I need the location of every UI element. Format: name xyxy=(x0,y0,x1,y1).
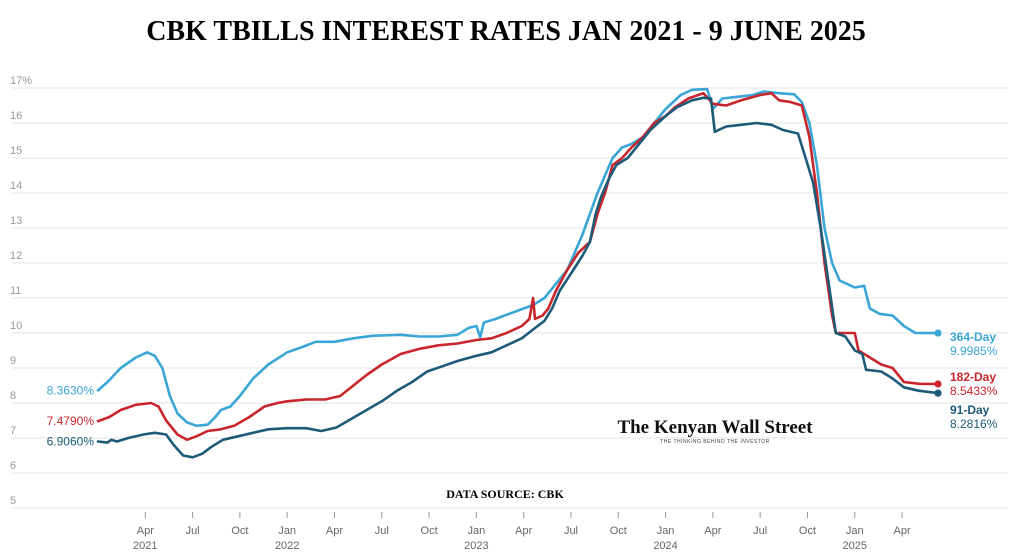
gridlines xyxy=(12,87,1008,509)
x-tick-label: Apr xyxy=(137,525,154,537)
x-tick-label: Jul xyxy=(564,525,578,537)
x-tick-year: 2023 xyxy=(464,540,488,552)
brand-logo-text: The Kenyan Wall Street xyxy=(617,417,813,438)
x-tick-label: Oct xyxy=(799,525,816,537)
series-end-marker-364-day xyxy=(934,329,942,337)
chart-title: CBK TBILLS INTEREST RATES JAN 2021 - 9 J… xyxy=(146,16,866,47)
y-tick-label: 9 xyxy=(10,355,16,367)
x-tick-year: 2021 xyxy=(133,540,157,552)
series-lines xyxy=(96,87,942,459)
x-tick-label: Jan xyxy=(846,525,864,537)
x-tick-year: 2022 xyxy=(275,540,299,552)
x-tick-label: Jan xyxy=(278,525,296,537)
series-end-marker-91-day xyxy=(934,389,942,397)
x-tick-year: 2025 xyxy=(843,540,867,552)
series-end-label-364-day: 9.9985% xyxy=(950,344,998,358)
series-line-364-day xyxy=(96,87,940,428)
x-tick-label: Apr xyxy=(704,525,721,537)
y-tick-label: 13 xyxy=(10,215,22,227)
series-start-label-182-day: 7.4790% xyxy=(47,414,95,428)
y-tick-label: 12 xyxy=(10,250,22,262)
x-tick-label: Apr xyxy=(893,525,910,537)
x-tick-label: Jul xyxy=(186,525,200,537)
x-tick-label: Apr xyxy=(515,525,532,537)
y-tick-label: 7 xyxy=(10,425,16,437)
x-tick-label: Oct xyxy=(421,525,438,537)
y-tick-label: 10 xyxy=(10,320,22,332)
x-tick-label: Oct xyxy=(231,525,248,537)
y-tick-label: 6 xyxy=(10,460,16,472)
x-tick-year: 2024 xyxy=(653,540,677,552)
x-tick-label: Jan xyxy=(657,525,675,537)
x-tick-label: Jan xyxy=(468,525,486,537)
x-axis: Apr 2021 Jul Oct Jan 2022 Apr Jul Oct Jan 2023 Apr J… xyxy=(133,512,911,552)
x-tick-label: Jul xyxy=(753,525,767,537)
brand-tagline: THE THINKING BEHIND THE INVESTOR xyxy=(660,439,770,445)
series-name-label-91-day: 91-Day xyxy=(950,403,990,417)
y-tick-label: 14 xyxy=(10,180,22,192)
series-end-label-91-day: 8.2816% xyxy=(950,417,998,431)
series-start-label-91-day: 6.9060% xyxy=(47,435,95,449)
series-end-marker-182-day xyxy=(934,380,942,388)
y-tick-label: 17% xyxy=(10,75,32,87)
y-tick-label: 5 xyxy=(10,495,16,507)
x-tick-label: Oct xyxy=(610,525,627,537)
y-axis: 5 6 7 8 9 10 11 12 13 14 15 16 17% xyxy=(10,75,32,507)
data-source-note: DATA SOURCE: CBK xyxy=(446,487,564,501)
brand-watermark: The Kenyan Wall Street THE THINKING BEHI… xyxy=(617,417,813,445)
series-line-182-day xyxy=(96,91,940,442)
x-tick-label: Apr xyxy=(326,525,343,537)
x-tick-label: Jul xyxy=(375,525,389,537)
y-tick-label: 16 xyxy=(10,110,22,122)
series-line-91-day xyxy=(96,96,940,459)
series-name-label-364-day: 364-Day xyxy=(950,330,996,344)
y-tick-label: 8 xyxy=(10,390,16,402)
y-tick-label: 11 xyxy=(10,285,21,297)
series-end-label-182-day: 8.5433% xyxy=(950,384,998,398)
y-tick-label: 15 xyxy=(10,145,22,157)
series-start-label-364-day: 8.3630% xyxy=(47,383,95,397)
series-name-label-182-day: 182-Day xyxy=(950,370,996,384)
